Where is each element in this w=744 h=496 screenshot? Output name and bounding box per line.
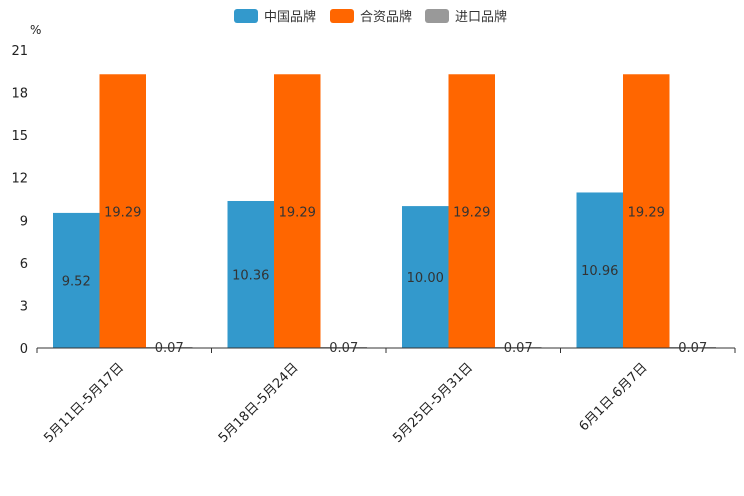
data-label-s2-c2: 19.29 (279, 205, 316, 220)
bar-s1-c2[interactable] (227, 200, 275, 348)
legend-swatch-3[interactable] (425, 9, 449, 23)
y-tick-label-9: 9 (20, 214, 28, 229)
x-tick-label-2: 5月18日-5月24日 (216, 360, 302, 446)
bar-s2-c3[interactable] (448, 74, 496, 348)
data-label-s2-c3: 19.29 (453, 205, 490, 220)
y-tick-label-18: 18 (11, 87, 28, 102)
x-tick-label-3: 5月25日-5月31日 (390, 360, 476, 446)
bar-s2-c4[interactable] (623, 74, 670, 348)
y-tick-label-15: 15 (11, 129, 28, 144)
legend: 中国品牌 合资品牌 进口品牌 (234, 9, 507, 25)
y-tick-label-3: 3 (20, 299, 28, 314)
bar-s1-c1[interactable] (53, 212, 100, 348)
x-tick-label-4: 6月1日-6月7日 (576, 360, 650, 434)
data-label-s2-c1: 19.29 (104, 205, 141, 220)
data-label-s2-c4: 19.29 (628, 205, 665, 220)
data-label-s1-c4: 10.96 (581, 264, 618, 279)
y-tick-label-21: 21 (11, 44, 28, 59)
data-label-s1-c1: 9.52 (62, 274, 91, 289)
legend-swatch-2[interactable] (330, 9, 354, 23)
legend-label-1[interactable]: 中国品牌 (264, 9, 316, 25)
x-tick-label-1: 5月11日-5月17日 (41, 360, 127, 446)
x-axis: 5月11日-5月17日 5月18日-5月24日 5月25日-5月31日 6月1日-6月… (36, 347, 736, 446)
bars-group: 9.5219.290.0710.3619.290.0710.0019.290.0… (53, 74, 716, 356)
data-label-s1-c3: 10.00 (407, 271, 444, 286)
data-label-s1-c2: 10.36 (232, 268, 269, 283)
legend-label-2[interactable]: 合资品牌 (360, 9, 412, 25)
bar-s1-c3[interactable] (402, 206, 449, 348)
y-axis-unit-label: % (30, 23, 41, 37)
bar-s1-c4[interactable] (576, 192, 624, 348)
y-tick-label-6: 6 (20, 257, 28, 272)
legend-label-3[interactable]: 进口品牌 (455, 9, 507, 25)
bar-s2-c2[interactable] (274, 74, 321, 348)
bar-s2-c1[interactable] (99, 74, 147, 348)
y-axis: 0 3 6 9 12 15 18 21 (11, 44, 28, 357)
y-tick-label-0: 0 (20, 342, 28, 357)
legend-swatch-1[interactable] (234, 9, 258, 23)
y-tick-label-12: 12 (11, 172, 28, 187)
